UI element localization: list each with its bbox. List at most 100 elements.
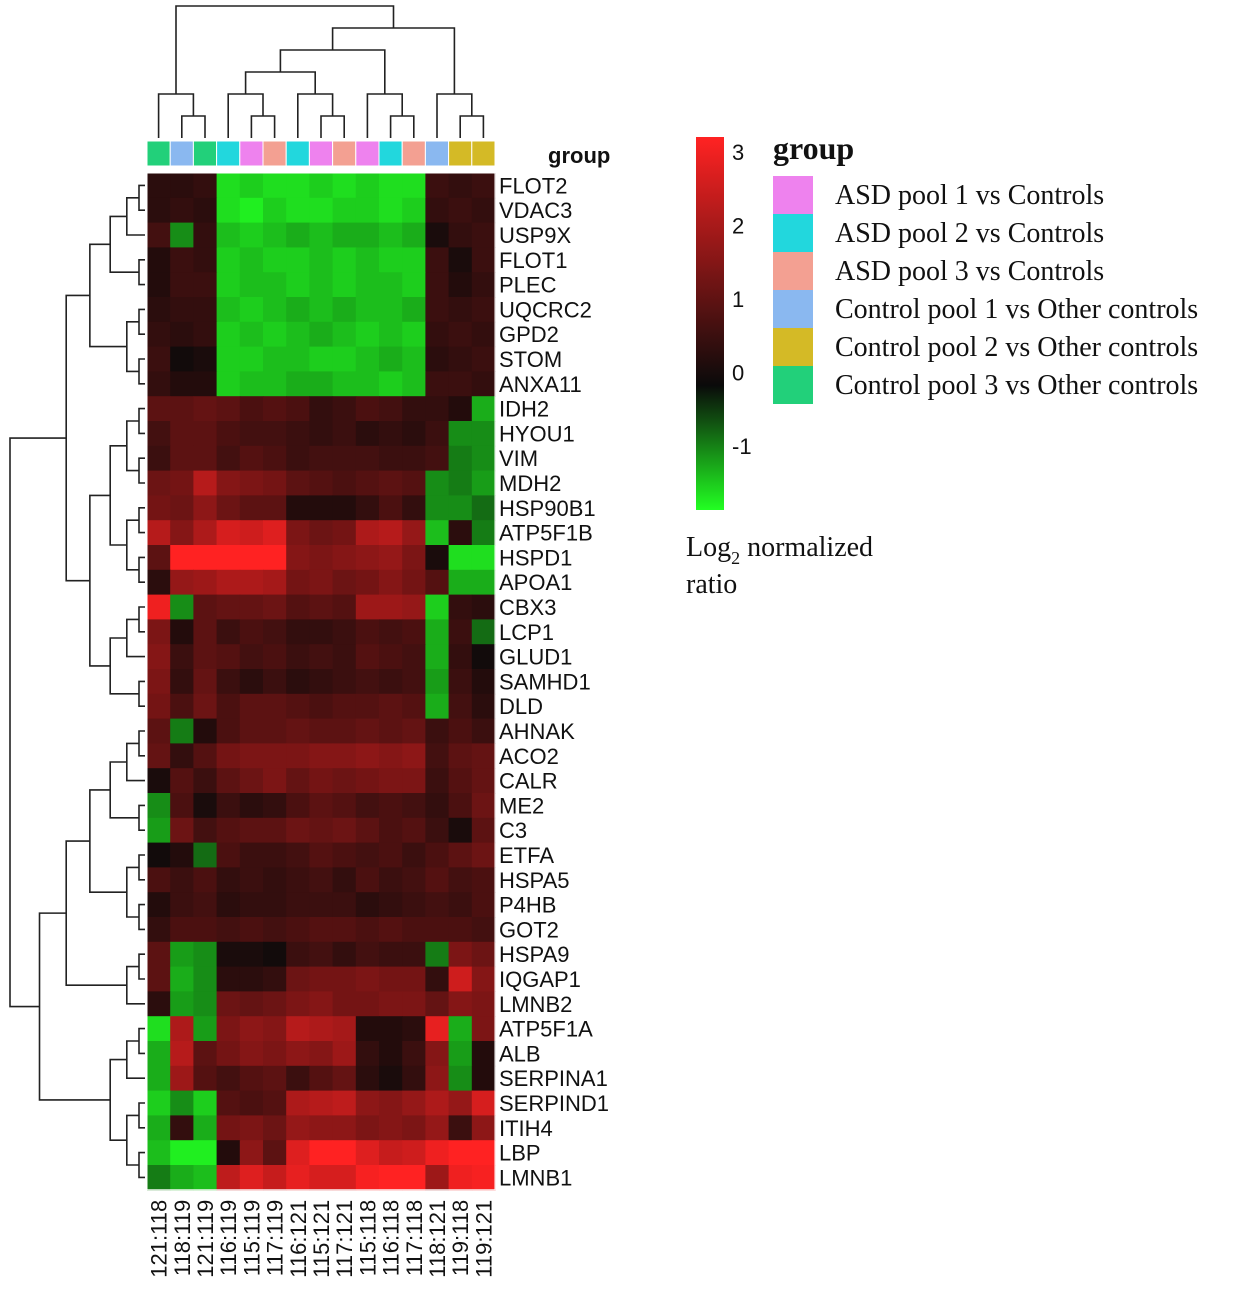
legend-swatch — [773, 366, 813, 404]
heatmap-cell — [379, 173, 403, 199]
heatmap-cell — [355, 495, 380, 521]
heatmap-cell — [355, 445, 380, 472]
heatmap-cell — [402, 1041, 426, 1067]
group-bar-cell — [355, 140, 380, 167]
heatmap-cell — [448, 222, 473, 248]
heatmap-cell — [425, 396, 450, 422]
group-bar-cell — [308, 140, 334, 167]
heatmap-cell — [216, 1065, 241, 1092]
heatmap-cell — [216, 321, 241, 348]
heatmap-cell — [216, 173, 241, 199]
heatmap-cell — [193, 817, 218, 844]
heatmap-cell — [147, 867, 171, 893]
heatmap-cell — [263, 594, 287, 620]
row-label: HSPA5 — [499, 868, 570, 893]
heatmap-cell — [471, 793, 496, 819]
heatmap-cell — [147, 941, 171, 968]
heatmap-cell — [263, 917, 287, 943]
heatmap-cell — [402, 1165, 426, 1191]
heatmap-cell — [425, 1165, 450, 1191]
heatmap-cell — [332, 743, 357, 769]
row-label: APOA1 — [499, 570, 572, 595]
heatmap-cell — [379, 991, 403, 1017]
heatmap-cell — [286, 966, 310, 992]
row-dendrogram-branch — [89, 243, 127, 348]
heatmap-cell — [448, 346, 473, 372]
heatmap-cell — [471, 1140, 496, 1166]
heatmap-cell — [170, 619, 194, 645]
heatmap-cell — [448, 867, 473, 893]
heatmap-cell — [309, 495, 334, 521]
heatmap-cell — [332, 941, 357, 968]
heatmap-cell — [402, 1115, 426, 1141]
heatmap-cell — [332, 445, 357, 472]
heatmap-cell — [263, 693, 287, 720]
heatmap-cell — [355, 396, 380, 422]
heatmap-cells — [146, 172, 496, 1191]
row-dendrogram-branch — [138, 556, 145, 583]
heatmap-cell — [147, 718, 171, 744]
heatmap-cell — [471, 197, 496, 224]
heatmap-cell — [170, 1065, 194, 1092]
heatmap-cell — [147, 768, 171, 794]
heatmap-cell — [239, 867, 264, 893]
heatmap-cell — [402, 421, 426, 447]
heatmap-cell — [147, 470, 171, 496]
heatmap-cell — [239, 569, 264, 596]
heatmap-cell — [170, 520, 194, 546]
heatmap-cell — [170, 569, 194, 596]
heatmap-cell — [471, 718, 496, 744]
heatmap-cell — [239, 1140, 264, 1166]
heatmap-cell — [448, 1016, 473, 1042]
colorbar-tick-label: -1 — [732, 434, 752, 459]
colorbar-tick-label: 2 — [732, 214, 744, 239]
heatmap-cell — [332, 669, 357, 695]
heatmap-cell — [170, 346, 194, 372]
heatmap-cell — [471, 445, 496, 472]
heatmap-cell — [239, 1016, 264, 1042]
heatmap-cell — [286, 1016, 310, 1042]
heatmap-cell — [239, 520, 264, 546]
heatmap-cell — [239, 693, 264, 720]
heatmap-cell — [402, 941, 426, 968]
heatmap-cell — [425, 470, 450, 496]
heatmap-cell — [309, 222, 334, 248]
heatmap-cell — [448, 892, 473, 918]
heatmap-cell — [216, 644, 241, 670]
heatmap-cell — [239, 297, 264, 323]
heatmap-cell — [379, 718, 403, 744]
heatmap-cell — [170, 768, 194, 794]
heatmap-cell — [332, 569, 357, 596]
heatmap-cell — [379, 619, 403, 645]
heatmap-cell — [170, 718, 194, 744]
heatmap-cell — [170, 793, 194, 819]
heatmap-cell — [286, 917, 310, 943]
heatmap-cell — [147, 297, 171, 323]
heatmap-cell — [286, 346, 310, 372]
heatmap-cell — [286, 421, 310, 447]
heatmap-cell — [355, 520, 380, 546]
group-bar-cell — [169, 140, 194, 167]
heatmap-cell — [239, 619, 264, 645]
heatmap-cell — [147, 1065, 171, 1092]
heatmap-cell — [332, 817, 357, 844]
heatmap-cell — [309, 470, 334, 496]
row-label: CBX3 — [499, 595, 556, 620]
heatmap-cell — [332, 297, 357, 323]
heatmap-cell — [193, 594, 218, 620]
heatmap-cell — [448, 445, 473, 472]
heatmap-cell — [263, 817, 287, 844]
heatmap-cell — [216, 1165, 241, 1191]
heatmap-cell — [379, 1041, 403, 1067]
heatmap-cell — [286, 396, 310, 422]
heatmap-cell — [239, 396, 264, 422]
heatmap-cell — [216, 842, 241, 868]
group-bar-cell — [285, 140, 310, 167]
colorbar-tick-label: 1 — [732, 287, 744, 312]
heatmap-cell — [147, 396, 171, 422]
heatmap-cell — [170, 669, 194, 695]
heatmap-cell — [147, 1115, 171, 1141]
heatmap-cell — [425, 173, 450, 199]
row-label: HYOU1 — [499, 421, 575, 446]
heatmap-cell — [193, 793, 218, 819]
